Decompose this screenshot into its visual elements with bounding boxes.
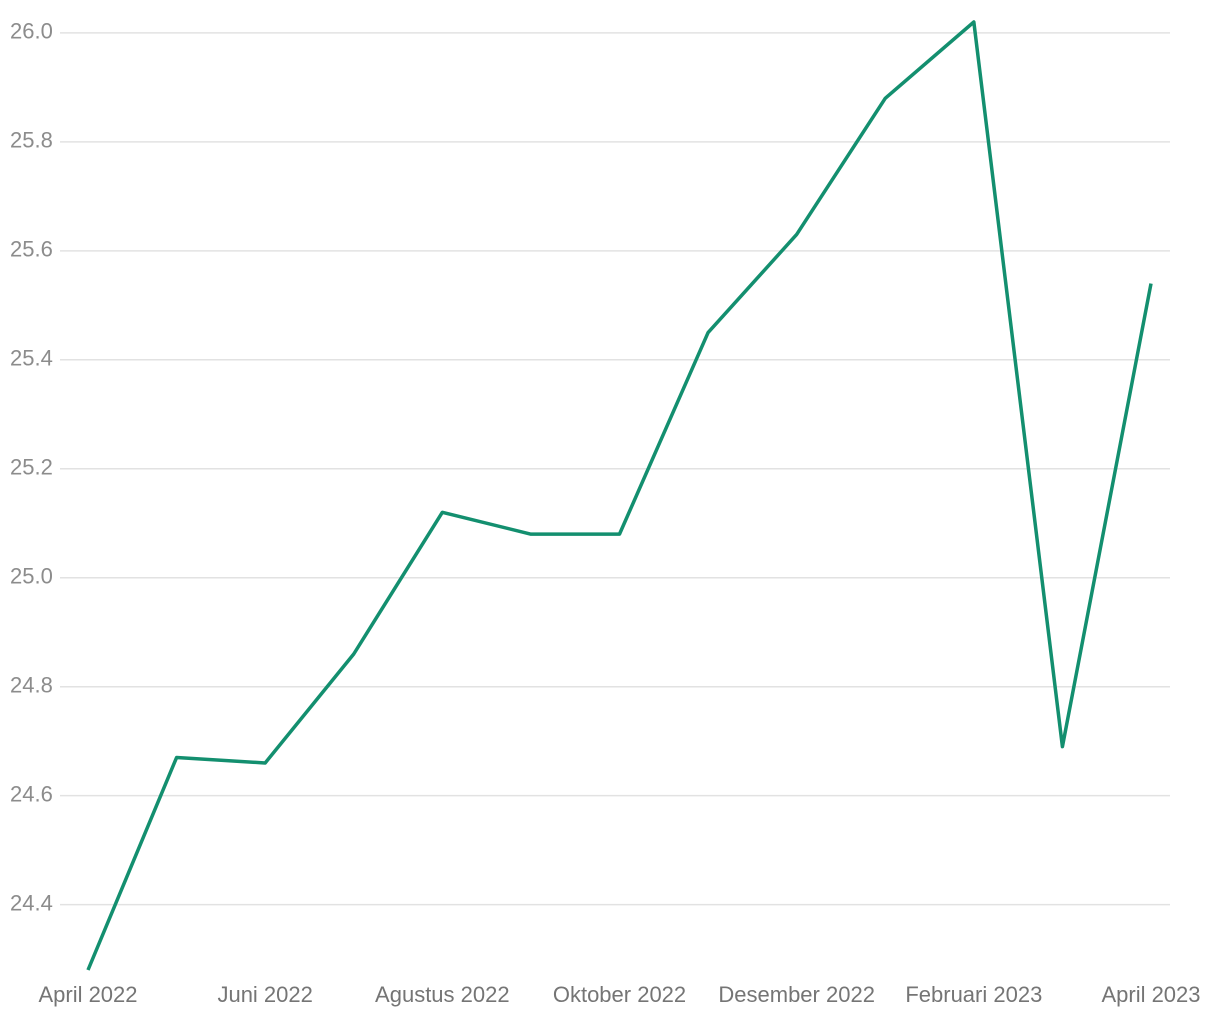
x-tick-label: Juni 2022 [217, 982, 312, 1007]
y-tick-label: 25.6 [10, 237, 53, 262]
x-tick-label: Desember 2022 [718, 982, 875, 1007]
y-tick-label: 25.2 [10, 455, 53, 480]
y-tick-label: 25.0 [10, 564, 53, 589]
x-tick-label: Februari 2023 [905, 982, 1042, 1007]
x-tick-label: Oktober 2022 [553, 982, 686, 1007]
x-tick-label: Agustus 2022 [375, 982, 510, 1007]
y-tick-label: 24.8 [10, 673, 53, 698]
y-tick-label: 24.6 [10, 781, 53, 806]
data-line [86, 20, 1153, 971]
y-tick-label: 26.0 [10, 19, 53, 44]
y-tick-label: 24.4 [10, 890, 53, 915]
x-tick-label: April 2023 [1101, 982, 1200, 1007]
x-tick-label: April 2022 [38, 982, 137, 1007]
y-tick-label: 25.8 [10, 128, 53, 153]
y-tick-label: 25.4 [10, 346, 53, 371]
